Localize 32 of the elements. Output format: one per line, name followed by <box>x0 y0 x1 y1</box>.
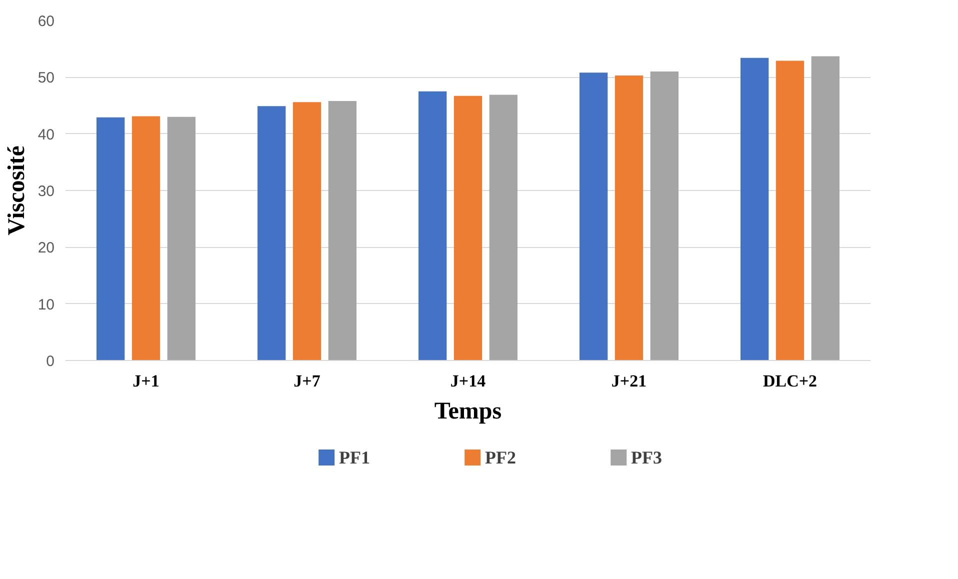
legend-label: PF2 <box>484 448 516 468</box>
legend-label: PF1 <box>338 448 370 468</box>
y-tick-label: 10 <box>38 296 55 314</box>
x-axis-title: Temps <box>434 398 502 424</box>
y-tick-label: 40 <box>38 126 55 144</box>
y-tick-label: 60 <box>38 13 55 30</box>
y-tick-label: 0 <box>46 353 54 370</box>
y-tick-label: 30 <box>38 183 55 200</box>
bar <box>167 116 196 360</box>
y-axis-title: Viscosité <box>4 145 30 236</box>
x-tick-label: J+7 <box>294 372 321 390</box>
bar <box>776 60 804 360</box>
bar <box>614 75 644 360</box>
x-tick-label: J+14 <box>450 372 486 390</box>
bar <box>454 96 482 360</box>
x-tick-label: J+1 <box>132 372 160 390</box>
legend-label: PF3 <box>631 448 662 468</box>
y-tick-label: 50 <box>38 70 55 87</box>
bar <box>257 106 286 360</box>
x-tick-label: J+21 <box>611 372 647 390</box>
y-tick-label: 20 <box>38 240 55 257</box>
bar <box>418 91 447 360</box>
bar <box>328 100 357 360</box>
bar <box>579 72 608 360</box>
bar <box>740 58 769 360</box>
bar <box>292 102 322 360</box>
bar <box>96 117 125 360</box>
bar <box>811 56 840 360</box>
bar <box>489 94 518 360</box>
bar <box>650 72 679 360</box>
x-tick-label: DLC+2 <box>762 372 818 390</box>
bar <box>132 116 160 360</box>
